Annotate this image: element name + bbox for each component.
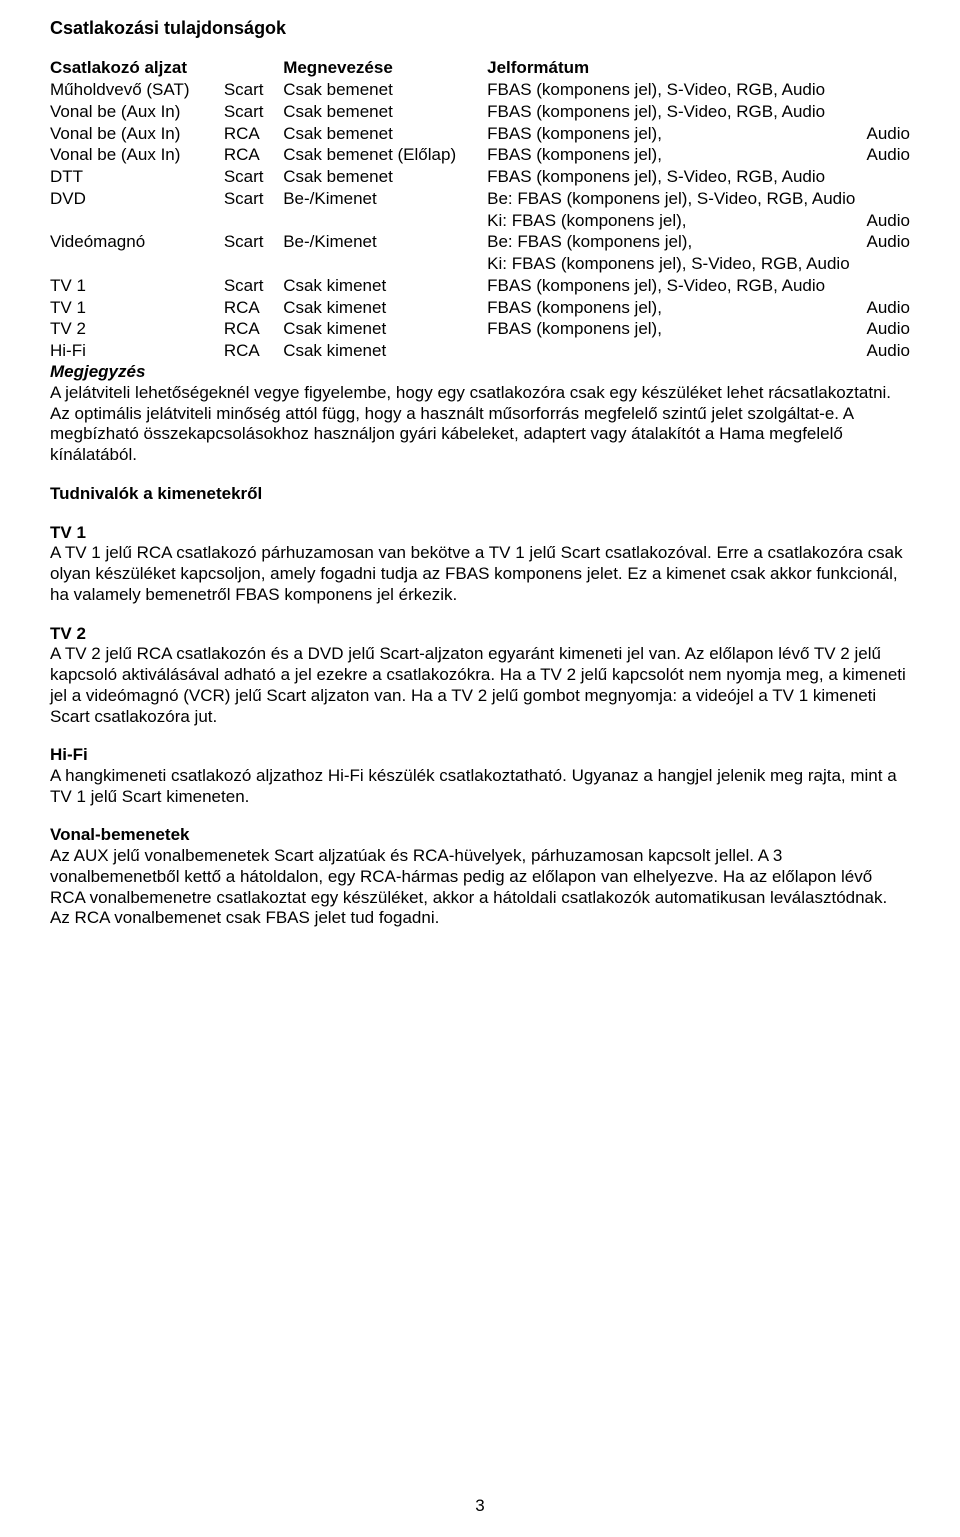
cell: [283, 254, 487, 276]
cell: Műholdvevő (SAT): [50, 80, 224, 102]
connection-table: Csatlakozó aljzat Megnevezése Jelformátu…: [50, 58, 910, 362]
cell: Vonal be (Aux In): [50, 145, 224, 167]
th-blank: [224, 58, 283, 80]
cell: [50, 210, 224, 232]
cell: Audio: [855, 319, 910, 341]
table-row: Videómagnó Scart Be-/Kimenet Be: FBAS (k…: [50, 232, 910, 254]
cell: Hi-Fi: [50, 341, 224, 363]
section-title: Vonal-bemenetek: [50, 825, 910, 846]
page-number: 3: [0, 1496, 960, 1517]
cell: FBAS (komponens jel), S-Video, RGB, Audi…: [487, 167, 855, 189]
cell: Audio: [855, 297, 910, 319]
cell: RCA: [224, 123, 283, 145]
cell: Csak bemenet: [283, 123, 487, 145]
cell: Audio: [855, 123, 910, 145]
cell: Audio: [855, 210, 910, 232]
table-header: Csatlakozó aljzat Megnevezése Jelformátu…: [50, 58, 910, 80]
cell: Scart: [224, 80, 283, 102]
cell: FBAS (komponens jel),: [487, 145, 855, 167]
cell: Vonal be (Aux In): [50, 101, 224, 123]
cell: [855, 80, 910, 102]
cell: Ki: FBAS (komponens jel),: [487, 210, 855, 232]
cell: [50, 254, 224, 276]
cell: Csak kimenet: [283, 319, 487, 341]
cell: [855, 188, 910, 210]
cell: [224, 210, 283, 232]
section-body: A hangkimeneti csatlakozó aljzathoz Hi-F…: [50, 766, 910, 807]
table-row: TV 1 Scart Csak kimenet FBAS (komponens …: [50, 275, 910, 297]
cell: Audio: [855, 232, 910, 254]
table-row: Vonal be (Aux In) RCA Csak bemenet FBAS …: [50, 123, 910, 145]
note-heading: Megjegyzés: [50, 362, 910, 383]
page-title: Csatlakozási tulajdonságok: [50, 18, 910, 40]
cell: RCA: [224, 145, 283, 167]
table-row: TV 1 RCA Csak kimenet FBAS (komponens je…: [50, 297, 910, 319]
cell: TV 1: [50, 297, 224, 319]
cell: FBAS (komponens jel), S-Video, RGB, Audi…: [487, 80, 855, 102]
cell: Be-/Kimenet: [283, 232, 487, 254]
cell: [283, 210, 487, 232]
cell: DTT: [50, 167, 224, 189]
cell: FBAS (komponens jel), S-Video, RGB, Audi…: [487, 275, 855, 297]
cell: Csak bemenet (Előlap): [283, 145, 487, 167]
th-socket: Csatlakozó aljzat: [50, 58, 224, 80]
cell: [487, 341, 855, 363]
section-title: TV 1: [50, 523, 910, 544]
table-row: TV 2 RCA Csak kimenet FBAS (komponens je…: [50, 319, 910, 341]
section-body: A TV 2 jelű RCA csatlakozón és a DVD jel…: [50, 644, 910, 727]
table-row: Hi-Fi RCA Csak kimenet Audio: [50, 341, 910, 363]
table-row: DTT Scart Csak bemenet FBAS (komponens j…: [50, 167, 910, 189]
outputs-heading: Tudnivalók a kimenetekről: [50, 484, 910, 505]
section-body: A TV 1 jelű RCA csatlakozó párhuzamosan …: [50, 543, 910, 605]
cell: RCA: [224, 297, 283, 319]
cell: Scart: [224, 232, 283, 254]
cell: [855, 275, 910, 297]
cell: Csak bemenet: [283, 167, 487, 189]
cell: TV 2: [50, 319, 224, 341]
cell: Ki: FBAS (komponens jel), S-Video, RGB, …: [487, 254, 855, 276]
cell: TV 1: [50, 275, 224, 297]
th-format: Jelformátum: [487, 58, 855, 80]
cell: Csak kimenet: [283, 275, 487, 297]
cell: Be: FBAS (komponens jel),: [487, 232, 855, 254]
section-title: Hi-Fi: [50, 745, 910, 766]
cell: [224, 254, 283, 276]
cell: DVD: [50, 188, 224, 210]
table-row: DVD Scart Be-/Kimenet Be: FBAS (komponen…: [50, 188, 910, 210]
cell: Csak kimenet: [283, 297, 487, 319]
th-audio: [855, 58, 910, 80]
cell: FBAS (komponens jel),: [487, 123, 855, 145]
cell: Audio: [855, 145, 910, 167]
cell: Be-/Kimenet: [283, 188, 487, 210]
note-body: A jelátviteli lehetőségeknél vegye figye…: [50, 383, 910, 466]
cell: FBAS (komponens jel),: [487, 297, 855, 319]
section-body: Az AUX jelű vonalbemenetek Scart aljzatú…: [50, 846, 910, 929]
cell: Audio: [855, 341, 910, 363]
cell: Scart: [224, 188, 283, 210]
cell: [855, 254, 910, 276]
cell: FBAS (komponens jel),: [487, 319, 855, 341]
cell: Videómagnó: [50, 232, 224, 254]
page: Csatlakozási tulajdonságok Csatlakozó al…: [0, 0, 960, 1537]
cell: Be: FBAS (komponens jel), S-Video, RGB, …: [487, 188, 855, 210]
table-row: Ki: FBAS (komponens jel), S-Video, RGB, …: [50, 254, 910, 276]
table-row: Vonal be (Aux In) RCA Csak bemenet (Elől…: [50, 145, 910, 167]
table-row: Vonal be (Aux In) Scart Csak bemenet FBA…: [50, 101, 910, 123]
table-row: Műholdvevő (SAT) Scart Csak bemenet FBAS…: [50, 80, 910, 102]
cell: [855, 101, 910, 123]
cell: Vonal be (Aux In): [50, 123, 224, 145]
cell: [855, 167, 910, 189]
cell: RCA: [224, 319, 283, 341]
section-title: TV 2: [50, 624, 910, 645]
cell: Scart: [224, 101, 283, 123]
cell: FBAS (komponens jel), S-Video, RGB, Audi…: [487, 101, 855, 123]
cell: Scart: [224, 275, 283, 297]
cell: Scart: [224, 167, 283, 189]
table-row: Ki: FBAS (komponens jel), Audio: [50, 210, 910, 232]
cell: Csak kimenet: [283, 341, 487, 363]
th-name: Megnevezése: [283, 58, 487, 80]
cell: RCA: [224, 341, 283, 363]
cell: Csak bemenet: [283, 80, 487, 102]
cell: Csak bemenet: [283, 101, 487, 123]
